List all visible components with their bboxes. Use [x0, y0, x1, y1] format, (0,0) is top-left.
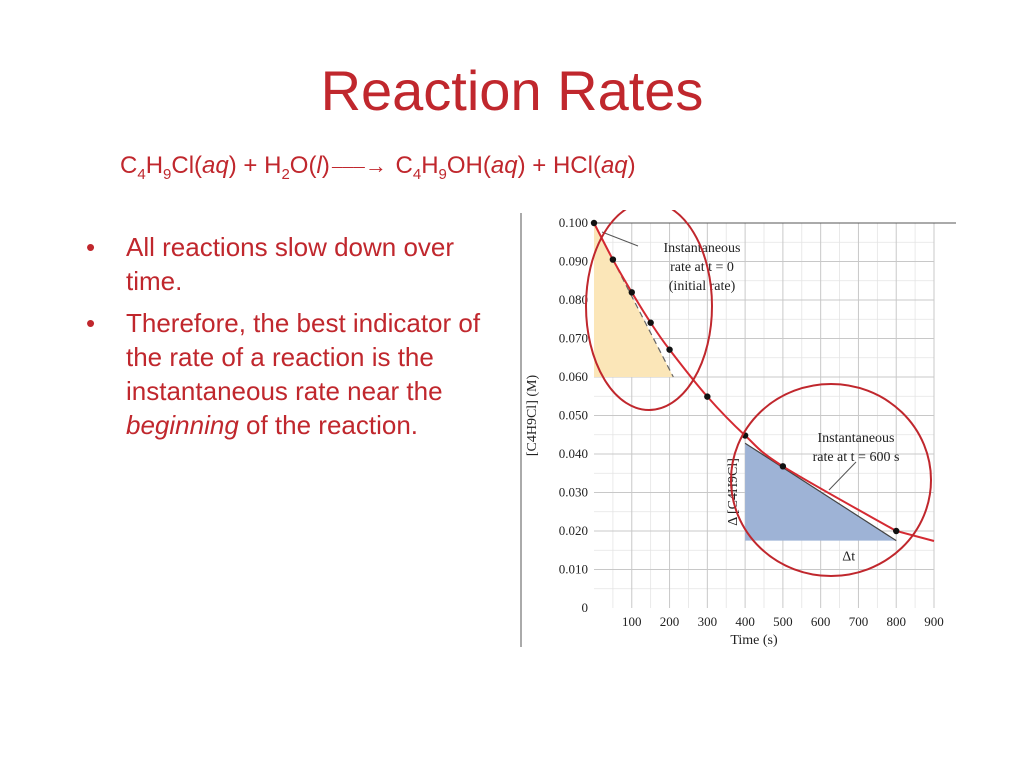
initial-rate-annotation-line: rate at t = 0: [670, 260, 734, 275]
later-rate-annotation-line: rate at t = 600 s: [813, 450, 900, 465]
eq-r1-h: H: [145, 152, 164, 179]
y-tick-label: 0.080: [559, 292, 588, 307]
delta-concentration-label: Δ [C4H9Cl]: [726, 458, 741, 526]
x-tick-label: 800: [886, 614, 906, 629]
x-tick-label: 300: [698, 614, 718, 629]
data-point: [779, 463, 787, 470]
eq-r1-sub1: 4: [137, 165, 146, 183]
data-point: [628, 289, 635, 296]
later-rate-annotation-line: Instantaneous: [818, 431, 895, 446]
chart-axis-labels: Time (s) [C4H9Cl] (M): [525, 375, 778, 648]
bullet-item-1: All reactions slow down over time.: [86, 230, 496, 298]
delta-t-label: Δt: [842, 550, 855, 565]
bullet-item-2: Therefore, the best indicator of the rat…: [86, 306, 496, 442]
bullet-1-text: All reactions slow down over time.: [126, 232, 455, 296]
bullet-2-text-pre: Therefore, the best indicator of the rat…: [126, 308, 481, 406]
eq-r1-sub2: 9: [163, 165, 172, 183]
y-tick-label: 0.040: [559, 446, 588, 461]
later-rate-highlight-circle: [730, 383, 932, 577]
y-tick-label: 0.020: [559, 523, 588, 538]
eq-p1-tail: OH: [446, 152, 483, 179]
y-tick-label: 0.090: [559, 254, 588, 269]
eq-p1: C: [395, 152, 413, 179]
eq-r2-sub: 2: [281, 165, 290, 183]
data-point: [590, 219, 598, 227]
eq-r1-phase: aq: [202, 152, 229, 179]
eq-r2: H: [264, 152, 282, 179]
eq-r1-tail: Cl: [171, 152, 195, 179]
eq-p2: HCl: [552, 152, 593, 179]
eq-r2-tail: O: [289, 152, 309, 179]
x-tick-label: 600: [811, 614, 831, 629]
x-axis-label: Time (s): [730, 633, 778, 648]
later-annotation-pointer: [828, 461, 857, 491]
eq-plus1: +: [243, 152, 258, 179]
tangent-line-600s: [744, 442, 897, 542]
x-tick-label: 100: [622, 614, 642, 629]
data-point: [666, 346, 673, 353]
initial-rate-annotation-line: (initial rate): [669, 279, 736, 294]
eq-p1-sub2: 9: [438, 165, 447, 183]
eq-r2-phase: l: [316, 152, 322, 179]
x-tick-label: 500: [773, 614, 793, 629]
x-tick-label: 200: [660, 614, 680, 629]
eq-p1-sub1: 4: [412, 165, 422, 183]
chart-axes: 100 200 300 400 500 600 700 800 900 0 0.010 0.020 0.…: [520, 213, 956, 647]
eq-p2-phase: aq: [600, 152, 628, 179]
concentration-time-chart: 100 200 300 400 500 600 700 800 900 0 0.010 0.020 0.…: [520, 210, 956, 648]
x-tick-label: 400: [735, 614, 755, 629]
slide-title: Reaction Rates: [320, 59, 704, 122]
data-point: [647, 319, 654, 326]
y-tick-label: 0: [582, 600, 589, 615]
data-point: [609, 256, 617, 263]
chart-annotations: Instantaneous rate at t = 0 (initial rate)…: [585, 210, 932, 577]
bullet-2-text-post: of the reaction.: [238, 410, 419, 440]
y-tick-label: 0.060: [559, 369, 588, 384]
x-tick-label: 700: [849, 614, 869, 629]
chart-grid: [594, 222, 935, 608]
initial-tangent-line: [593, 222, 674, 378]
chart-points: [590, 219, 900, 535]
y-tick-label: 0.050: [559, 408, 588, 423]
eq-arrow: ⎯⎯⎯→: [331, 153, 387, 178]
y-axis-label: [C4H9Cl] (M): [525, 375, 540, 457]
eq-plus2: +: [532, 152, 547, 179]
y-tick-label: 0.010: [559, 562, 588, 577]
x-tick-label: 900: [924, 614, 944, 629]
y-tick-label: 0.070: [559, 331, 588, 346]
y-tick-label: 0.100: [559, 215, 588, 230]
data-point: [704, 393, 711, 400]
eq-r1: C: [120, 152, 138, 179]
eq-p1-phase: aq: [490, 152, 518, 179]
reaction-equation: C4H9Cl(aq) + H2O(l)⎯⎯⎯→ C4H9OH(aq) + HCl…: [120, 152, 636, 183]
data-point: [893, 527, 900, 535]
bullet-list: All reactions slow down over time. There…: [86, 230, 496, 450]
eq-p1-h: H: [421, 152, 439, 179]
bullet-2-emphasis: beginning: [126, 410, 239, 440]
y-tick-label: 0.030: [559, 485, 588, 500]
initial-annotation-pointer: [601, 231, 639, 247]
initial-rate-highlight-circle: [585, 210, 713, 411]
